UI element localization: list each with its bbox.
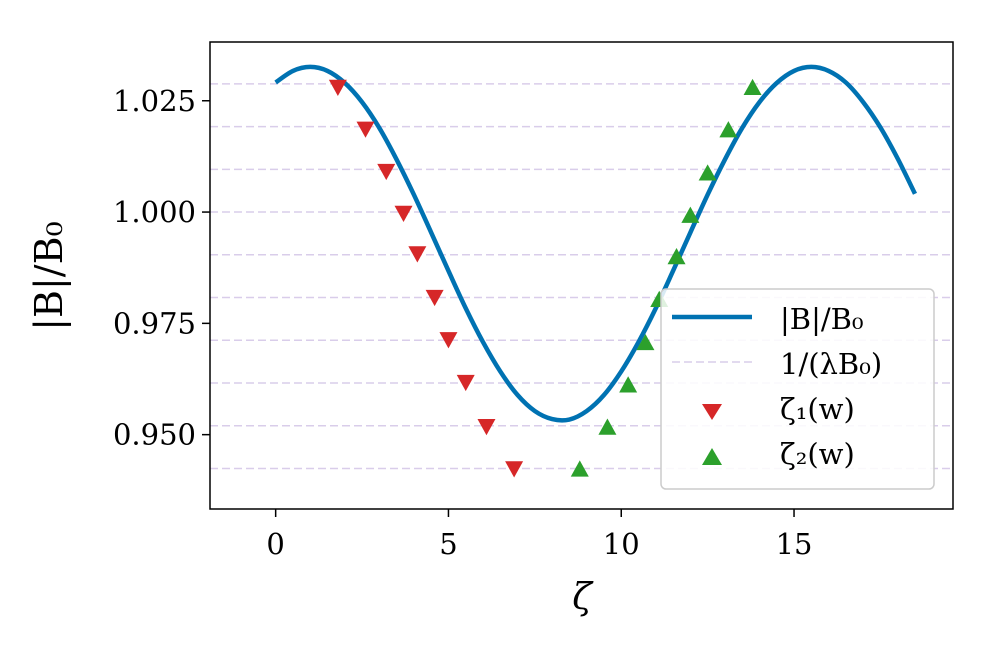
ticks-layer: 0 5 10 15 0.950 0.975 1.000 1.025 xyxy=(113,84,813,561)
legend-label-curve: |B|/B₀ xyxy=(780,302,864,336)
legend: |B|/B₀ 1/(λB₀) ζ₁(w) ζ₂(w) xyxy=(660,288,935,490)
zeta1-marker xyxy=(328,79,347,96)
zeta2-marker xyxy=(570,460,589,477)
zeta2-marker xyxy=(636,333,655,351)
zeta1-marker xyxy=(477,418,496,436)
curve-b-over-b0 xyxy=(274,64,918,423)
zeta1-marker xyxy=(394,205,413,222)
zeta2-marker xyxy=(698,164,717,181)
zeta2-marker xyxy=(667,248,686,265)
y-tick-label: 1.000 xyxy=(113,195,196,229)
zeta2-marker xyxy=(719,121,738,138)
zeta2-marker xyxy=(598,418,617,435)
zeta1-marker xyxy=(356,121,375,138)
zeta1-marker xyxy=(456,374,475,392)
x-tick-label: 0 xyxy=(266,527,284,561)
legend-zeta2-swatch xyxy=(702,448,722,465)
legend-label-zeta1: ζ₁(w) xyxy=(780,392,855,426)
x-tick-label: 5 xyxy=(439,527,457,561)
y-tick-label: 0.950 xyxy=(113,418,196,452)
zeta1-marker xyxy=(408,246,427,263)
x-axis-title: ζ xyxy=(572,577,594,618)
y-tick-label: 1.025 xyxy=(113,84,196,118)
legend-box xyxy=(660,288,935,490)
x-tick-label: 15 xyxy=(776,527,813,561)
zeta2-marker xyxy=(743,78,762,96)
y-axis-title: |B|/B₀ xyxy=(27,221,71,331)
curve-layer xyxy=(274,64,918,423)
plot-frame xyxy=(209,41,954,510)
zeta1-marker xyxy=(377,163,396,181)
x-tick-label: 10 xyxy=(603,527,640,561)
legend-label-zeta2: ζ₂(w) xyxy=(780,437,855,471)
zeta2-marker xyxy=(681,206,700,223)
zeta2-marker xyxy=(619,376,638,393)
legend-label-levels: 1/(λB₀) xyxy=(780,347,882,381)
zeta1-marker xyxy=(425,289,444,307)
y-tick-label: 0.975 xyxy=(113,306,196,340)
markers-layer xyxy=(328,78,762,478)
zeta1-marker xyxy=(505,461,524,478)
legend-zeta1-swatch xyxy=(702,404,722,420)
zeta1-marker xyxy=(439,332,458,349)
